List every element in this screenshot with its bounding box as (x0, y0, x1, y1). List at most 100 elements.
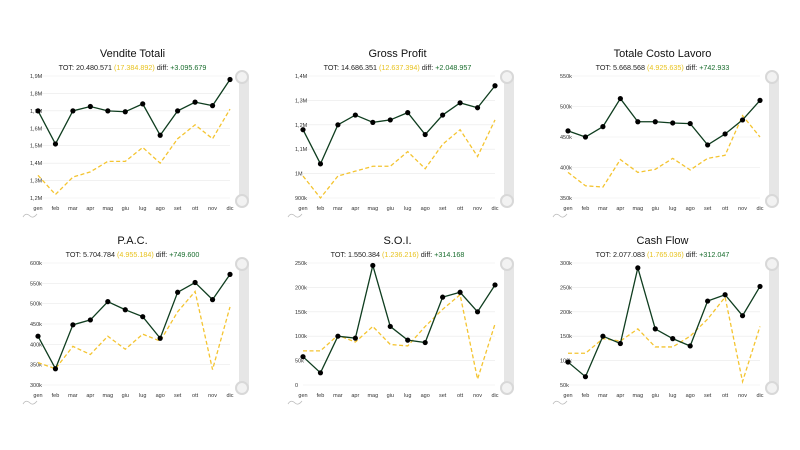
data-point[interactable] (617, 95, 623, 102)
data-point[interactable] (705, 298, 711, 304)
range-slider-handle[interactable] (500, 194, 514, 208)
range-slider-handle[interactable] (765, 257, 779, 271)
data-point[interactable] (335, 333, 341, 339)
data-point[interactable] (757, 97, 763, 103)
data-point[interactable] (192, 279, 198, 286)
range-slider-handle[interactable] (500, 70, 514, 84)
data-point[interactable] (122, 307, 128, 313)
data-point[interactable] (652, 119, 658, 125)
y-tick-label: 1,9M (30, 74, 43, 80)
x-tick-label: gen (563, 393, 572, 399)
data-point[interactable] (652, 326, 658, 332)
data-point[interactable] (140, 101, 146, 107)
data-point[interactable] (70, 322, 76, 328)
range-slider-handle[interactable] (235, 194, 249, 208)
data-point[interactable] (70, 108, 76, 114)
data-point[interactable] (440, 294, 446, 300)
range-slider-handle[interactable] (500, 381, 514, 395)
data-point[interactable] (335, 122, 341, 128)
data-point[interactable] (175, 289, 181, 295)
data-point[interactable] (440, 112, 446, 118)
data-point[interactable] (600, 333, 606, 339)
data-point[interactable] (687, 120, 693, 127)
y-tick-label: 1M (295, 172, 303, 178)
data-point[interactable] (757, 283, 763, 290)
data-point[interactable] (600, 124, 606, 130)
data-point[interactable] (670, 120, 676, 126)
data-point[interactable] (492, 282, 498, 288)
data-point[interactable] (739, 313, 746, 319)
data-point[interactable] (387, 323, 393, 330)
data-point[interactable] (722, 292, 728, 298)
data-point[interactable] (722, 131, 728, 137)
data-point[interactable] (457, 289, 463, 295)
range-slider-handle[interactable] (235, 70, 249, 84)
data-point[interactable] (422, 131, 428, 138)
data-point[interactable] (565, 359, 571, 365)
data-point[interactable] (140, 314, 146, 320)
data-point[interactable] (105, 299, 111, 305)
data-point[interactable] (87, 317, 93, 323)
range-slider-handle[interactable] (765, 381, 779, 395)
data-point[interactable] (617, 340, 623, 347)
data-point[interactable] (175, 108, 181, 114)
data-point[interactable] (635, 119, 641, 125)
data-point[interactable] (705, 142, 711, 148)
data-point[interactable] (122, 109, 128, 115)
data-point[interactable] (739, 117, 746, 123)
data-point[interactable] (227, 271, 233, 277)
data-point[interactable] (317, 161, 324, 167)
data-point[interactable] (687, 343, 693, 349)
data-point[interactable] (370, 119, 376, 125)
data-point[interactable] (35, 333, 41, 339)
y-tick-label: 450k (30, 322, 42, 328)
data-point[interactable] (635, 265, 641, 271)
range-slider-handle[interactable] (235, 257, 249, 271)
data-point[interactable] (300, 127, 306, 133)
range-slider-handle[interactable] (765, 194, 779, 208)
data-point[interactable] (300, 354, 306, 360)
data-point[interactable] (405, 337, 411, 343)
data-point[interactable] (565, 128, 571, 134)
range-slider-handle[interactable] (765, 70, 779, 84)
data-point[interactable] (209, 297, 216, 303)
data-point[interactable] (352, 335, 358, 341)
range-slider-handle[interactable] (235, 381, 249, 395)
chart-totals: TOT: 5.704.784 (4.955.184) diff: +749.60… (30, 250, 235, 259)
data-point[interactable] (209, 103, 216, 109)
data-point[interactable] (582, 374, 589, 380)
data-point[interactable] (582, 134, 589, 140)
data-point[interactable] (87, 103, 93, 110)
data-point[interactable] (352, 112, 358, 118)
data-point[interactable] (370, 262, 376, 269)
x-tick-label: giu (122, 206, 129, 212)
range-slider-track[interactable] (769, 261, 779, 391)
data-point[interactable] (387, 117, 393, 123)
range-slider-track[interactable] (239, 74, 249, 204)
line-chart: 350k 400k 450k 500k 550k gen feb mar apr mag giu lu… (560, 74, 764, 212)
data-point[interactable] (105, 108, 111, 114)
data-point[interactable] (52, 366, 59, 372)
y-tick-label: 50k (295, 359, 304, 365)
data-point[interactable] (670, 336, 676, 342)
range-slider-track[interactable] (504, 261, 514, 391)
data-point[interactable] (52, 141, 59, 147)
data-point[interactable] (474, 309, 481, 315)
data-point[interactable] (474, 105, 481, 111)
data-point[interactable] (492, 83, 498, 89)
data-point[interactable] (317, 370, 324, 376)
y-tick-label: 1,3M (295, 98, 308, 104)
data-point[interactable] (157, 335, 163, 341)
data-point[interactable] (192, 99, 198, 105)
range-slider-track[interactable] (239, 261, 249, 391)
data-point[interactable] (422, 339, 428, 346)
data-point[interactable] (35, 108, 41, 114)
series-current-line (302, 262, 496, 374)
range-slider-track[interactable] (769, 74, 779, 204)
data-point[interactable] (457, 100, 463, 106)
data-point[interactable] (227, 76, 233, 83)
range-slider-track[interactable] (504, 74, 514, 204)
range-slider-handle[interactable] (500, 257, 514, 271)
data-point[interactable] (157, 132, 163, 138)
data-point[interactable] (405, 110, 411, 116)
